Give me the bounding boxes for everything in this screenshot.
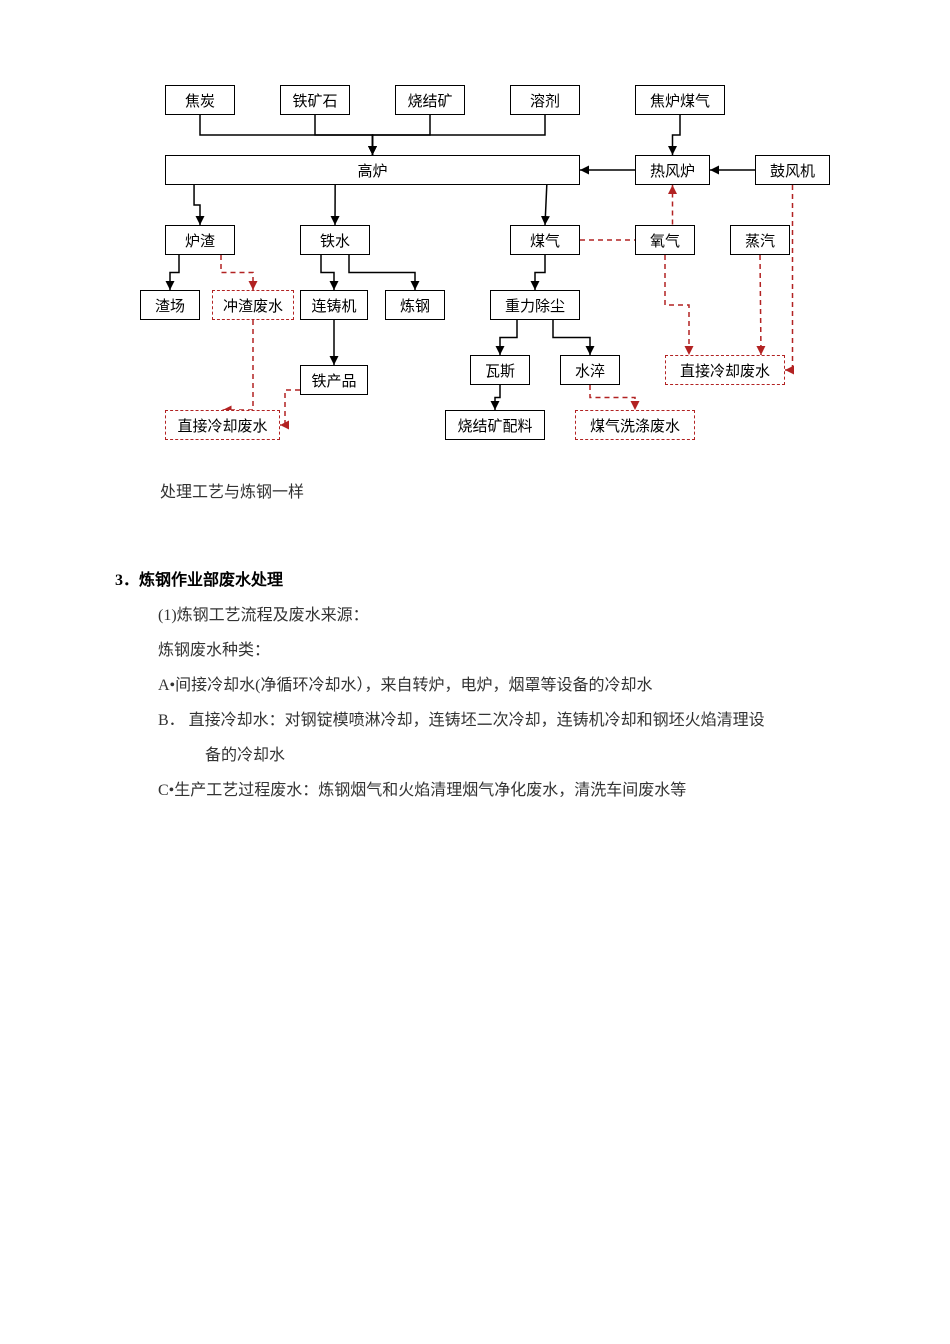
flowchart-node: 水淬 — [560, 355, 620, 385]
node-label: 热风炉 — [650, 160, 695, 181]
node-label: 炉渣 — [185, 230, 215, 251]
flowchart-node: 冲渣废水 — [212, 290, 294, 320]
flowchart-node: 高炉 — [165, 155, 580, 185]
text-line: (1)炼钢工艺流程及废水来源： — [158, 607, 369, 624]
text-line: A•间接冷却水(净循环冷却水），来自转炉，电炉，烟罩等设备的冷却水 — [158, 677, 653, 694]
node-label: 焦炉煤气 — [650, 90, 710, 111]
flowchart-node: 蒸汽 — [730, 225, 790, 255]
section-header: 3．炼钢作业部废水处理 — [115, 563, 283, 598]
node-label: 氧气 — [650, 230, 680, 251]
text-line: 炼钢废水种类： — [158, 642, 270, 659]
flowchart-node: 炼钢 — [385, 290, 445, 320]
node-label: 直接冷却废水 — [177, 415, 267, 436]
node-label: 铁矿石 — [292, 90, 337, 111]
body-line-4a: B． 直接冷却水：对钢锭模喷淋冷却，连铸坯二次冷却，连铸机冷却和钢坯火焰清理设 — [158, 703, 765, 738]
node-label: 连铸机 — [311, 295, 356, 316]
flowchart-node: 铁矿石 — [280, 85, 350, 115]
note-text: 处理工艺与炼钢一样 — [160, 475, 304, 510]
node-label: 烧结矿 — [407, 90, 452, 111]
body-line-3: A•间接冷却水(净循环冷却水），来自转炉，电炉，烟罩等设备的冷却水 — [158, 668, 653, 703]
text-line: 备的冷却水 — [205, 747, 285, 764]
flowchart-node: 重力除尘 — [490, 290, 580, 320]
node-label: 水淬 — [575, 360, 605, 381]
node-label: 煤气洗涤废水 — [590, 415, 680, 436]
node-label: 鼓风机 — [770, 160, 815, 181]
flowchart-node: 瓦斯 — [470, 355, 530, 385]
flowchart-node: 烧结矿 — [395, 85, 465, 115]
body-line-5: C•生产工艺过程废水：炼钢烟气和火焰清理烟气净化废水，清洗车间废水等 — [158, 773, 686, 808]
flowchart-node: 炉渣 — [165, 225, 235, 255]
node-label: 渣场 — [155, 295, 185, 316]
body-line-1: (1)炼钢工艺流程及废水来源： — [158, 598, 369, 633]
flowchart-node: 鼓风机 — [755, 155, 830, 185]
node-label: 煤气 — [530, 230, 560, 251]
node-label: 瓦斯 — [485, 360, 515, 381]
flowchart-node: 渣场 — [140, 290, 200, 320]
section-number: 3． — [115, 572, 139, 589]
node-label: 烧结矿配料 — [457, 415, 532, 436]
node-label: 溶剂 — [530, 90, 560, 111]
node-label: 直接冷却废水 — [680, 360, 770, 381]
document-page: 焦炭 铁矿石 烧结矿 溶剂 焦炉煤气高炉 热风炉 鼓风机炉渣 铁水 煤气 氧气 蒸汽渣场 冲渣废水 连铸… — [0, 0, 950, 1344]
flowchart-node: 煤气洗涤废水 — [575, 410, 695, 440]
flowchart-node: 铁产品 — [300, 365, 368, 395]
flowchart-node: 铁水 — [300, 225, 370, 255]
text-line: B． 直接冷却水：对钢锭模喷淋冷却，连铸坯二次冷却，连铸机冷却和钢坯火焰清理设 — [158, 712, 765, 729]
node-label: 蒸汽 — [745, 230, 775, 251]
node-label: 高炉 — [357, 160, 387, 181]
node-label: 冲渣废水 — [223, 295, 283, 316]
body-line-2: 炼钢废水种类： — [158, 633, 270, 668]
flowchart-diagram: 焦炭 铁矿石 烧结矿 溶剂 焦炉煤气高炉 热风炉 鼓风机炉渣 铁水 煤气 氧气 蒸汽渣场 冲渣废水 连铸… — [140, 85, 880, 435]
flowchart-node: 烧结矿配料 — [445, 410, 545, 440]
node-label: 重力除尘 — [505, 295, 565, 316]
flowchart-node: 溶剂 — [510, 85, 580, 115]
body-line-4b: 备的冷却水 — [205, 738, 285, 773]
flowchart-node: 焦炉煤气 — [635, 85, 725, 115]
flowchart-node: 煤气 — [510, 225, 580, 255]
node-label: 铁水 — [320, 230, 350, 251]
flowchart-node: 连铸机 — [300, 290, 368, 320]
flowchart-node: 氧气 — [635, 225, 695, 255]
flowchart-node: 焦炭 — [165, 85, 235, 115]
section-title: 炼钢作业部废水处理 — [139, 572, 283, 589]
flowchart-node: 热风炉 — [635, 155, 710, 185]
text-line: C•生产工艺过程废水：炼钢烟气和火焰清理烟气净化废水，清洗车间废水等 — [158, 782, 686, 799]
flowchart-node: 直接冷却废水 — [665, 355, 785, 385]
node-label: 铁产品 — [311, 370, 356, 391]
node-label: 炼钢 — [400, 295, 430, 316]
flowchart-node: 直接冷却废水 — [165, 410, 280, 440]
node-label: 焦炭 — [185, 90, 215, 111]
note-line: 处理工艺与炼钢一样 — [160, 484, 304, 501]
